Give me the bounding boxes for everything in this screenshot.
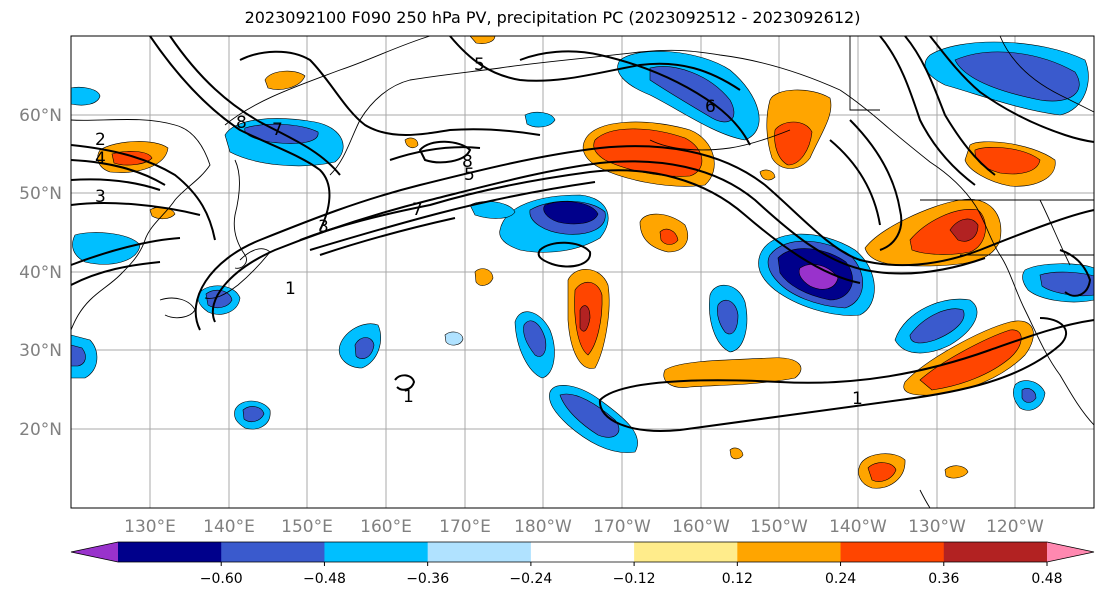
colorbar-segment bbox=[840, 542, 945, 562]
colorbar-outline bbox=[70, 541, 1095, 563]
lat-label: 30°N bbox=[19, 341, 62, 361]
anomaly-negative bbox=[524, 111, 556, 128]
map-frame bbox=[70, 35, 1095, 509]
contour-label: 3 bbox=[95, 187, 106, 207]
lon-label: 170°W bbox=[593, 517, 651, 537]
anomaly-positive bbox=[111, 151, 153, 166]
pv-contours bbox=[70, 35, 1095, 432]
contour-label: 5 bbox=[474, 55, 485, 75]
contour-label: 8 bbox=[236, 113, 247, 133]
contour-label: 4 bbox=[95, 149, 106, 169]
lon-label: 180°W bbox=[514, 517, 572, 537]
lon-label: 140°E bbox=[203, 517, 255, 537]
anomaly-negative bbox=[1021, 388, 1037, 403]
anomaly-positive bbox=[949, 218, 979, 242]
colorbar-tick-label: 0.48 bbox=[1031, 571, 1062, 587]
lon-label: 120°W bbox=[986, 517, 1044, 537]
anomaly-positive bbox=[264, 70, 306, 90]
colorbar-tick-label: −0.12 bbox=[613, 571, 656, 587]
anomaly-positive bbox=[759, 169, 776, 181]
contour-label: 3 bbox=[318, 217, 329, 237]
lon-label: 150°W bbox=[750, 517, 808, 537]
colorbar-tick-label: 0.24 bbox=[825, 571, 856, 587]
anomaly-positive bbox=[579, 305, 591, 332]
anomaly-negative bbox=[798, 264, 839, 290]
contour-label: 2 bbox=[95, 130, 106, 150]
colorbar-segment bbox=[530, 542, 635, 562]
anomaly-negative bbox=[70, 344, 86, 367]
anomaly-negative bbox=[444, 331, 464, 346]
colorbar-segment bbox=[221, 542, 325, 562]
anomaly-negative bbox=[543, 201, 599, 225]
anomaly-negative bbox=[523, 320, 547, 357]
colorbar-segment bbox=[324, 542, 429, 562]
anomaly-positive bbox=[659, 228, 679, 245]
colorbar-segment bbox=[118, 542, 222, 562]
colorbar-ticks: −0.60 −0.48 −0.36 −0.24 −0.12 0.12 0.24 0.36 0.4… bbox=[200, 562, 1063, 587]
colorbar-tick-label: −0.60 bbox=[200, 571, 243, 587]
contour-label: 7 bbox=[412, 200, 423, 220]
lon-label: 160°W bbox=[672, 517, 730, 537]
lon-label: 170°E bbox=[439, 517, 491, 537]
anomaly-negative bbox=[242, 406, 265, 423]
lon-label: 160°E bbox=[360, 517, 412, 537]
lat-label: 40°N bbox=[19, 263, 62, 283]
colorbar-tick-label: 0.12 bbox=[722, 571, 753, 587]
contour-label: 1 bbox=[852, 389, 863, 409]
colorbar bbox=[70, 541, 1095, 563]
anomaly-negative bbox=[354, 337, 375, 359]
anomaly-negative bbox=[717, 299, 739, 335]
colorbar-segment bbox=[427, 542, 532, 562]
lat-label: 20°N bbox=[19, 420, 62, 440]
colorbar-tick-label: 0.36 bbox=[928, 571, 959, 587]
latitude-labels: 60°N 50°N 40°N 30°N 20°N bbox=[19, 106, 62, 440]
longitude-labels: 130°E 140°E 150°E 160°E 170°E 180°W 170°… bbox=[124, 517, 1044, 537]
colorbar-segment bbox=[71, 542, 118, 562]
colorbar-segment bbox=[1047, 542, 1094, 562]
anomaly-positive bbox=[867, 462, 897, 482]
colorbar-tick-label: −0.36 bbox=[406, 571, 449, 587]
anomaly-negative bbox=[909, 308, 965, 344]
contour-label: 8 bbox=[462, 152, 473, 172]
lon-label: 140°W bbox=[829, 517, 887, 537]
contour-labels: 1 1 1 2 3 3 4 5 5 6 7 7 8 8 bbox=[95, 55, 863, 409]
contour-label: 5 bbox=[464, 165, 475, 185]
anomaly-positive bbox=[944, 465, 969, 479]
lon-label: 130°W bbox=[908, 517, 966, 537]
contour-label: 1 bbox=[403, 387, 414, 407]
colorbar-tick-label: −0.24 bbox=[509, 571, 552, 587]
contour-label: 6 bbox=[705, 97, 716, 117]
colorbar-segment bbox=[943, 542, 1048, 562]
lat-label: 50°N bbox=[19, 184, 62, 204]
colorbar-segment bbox=[634, 542, 738, 562]
anomaly-positive bbox=[404, 137, 419, 149]
anomaly-positive bbox=[474, 268, 494, 286]
anomaly-positive bbox=[729, 447, 744, 460]
contour-label: 1 bbox=[285, 279, 296, 299]
lon-label: 130°E bbox=[124, 517, 176, 537]
lon-label: 150°E bbox=[281, 517, 333, 537]
colorbar-tick-label: −0.48 bbox=[303, 571, 346, 587]
anomaly-negative bbox=[559, 393, 620, 438]
chart-title: 2023092100 F090 250 hPa PV, precipitatio… bbox=[244, 8, 861, 27]
colorbar-segment bbox=[737, 542, 842, 562]
lat-label: 60°N bbox=[19, 106, 62, 126]
anomaly-negative bbox=[72, 232, 141, 265]
contour-label: 7 bbox=[272, 120, 283, 140]
anomaly-negative bbox=[70, 86, 101, 106]
